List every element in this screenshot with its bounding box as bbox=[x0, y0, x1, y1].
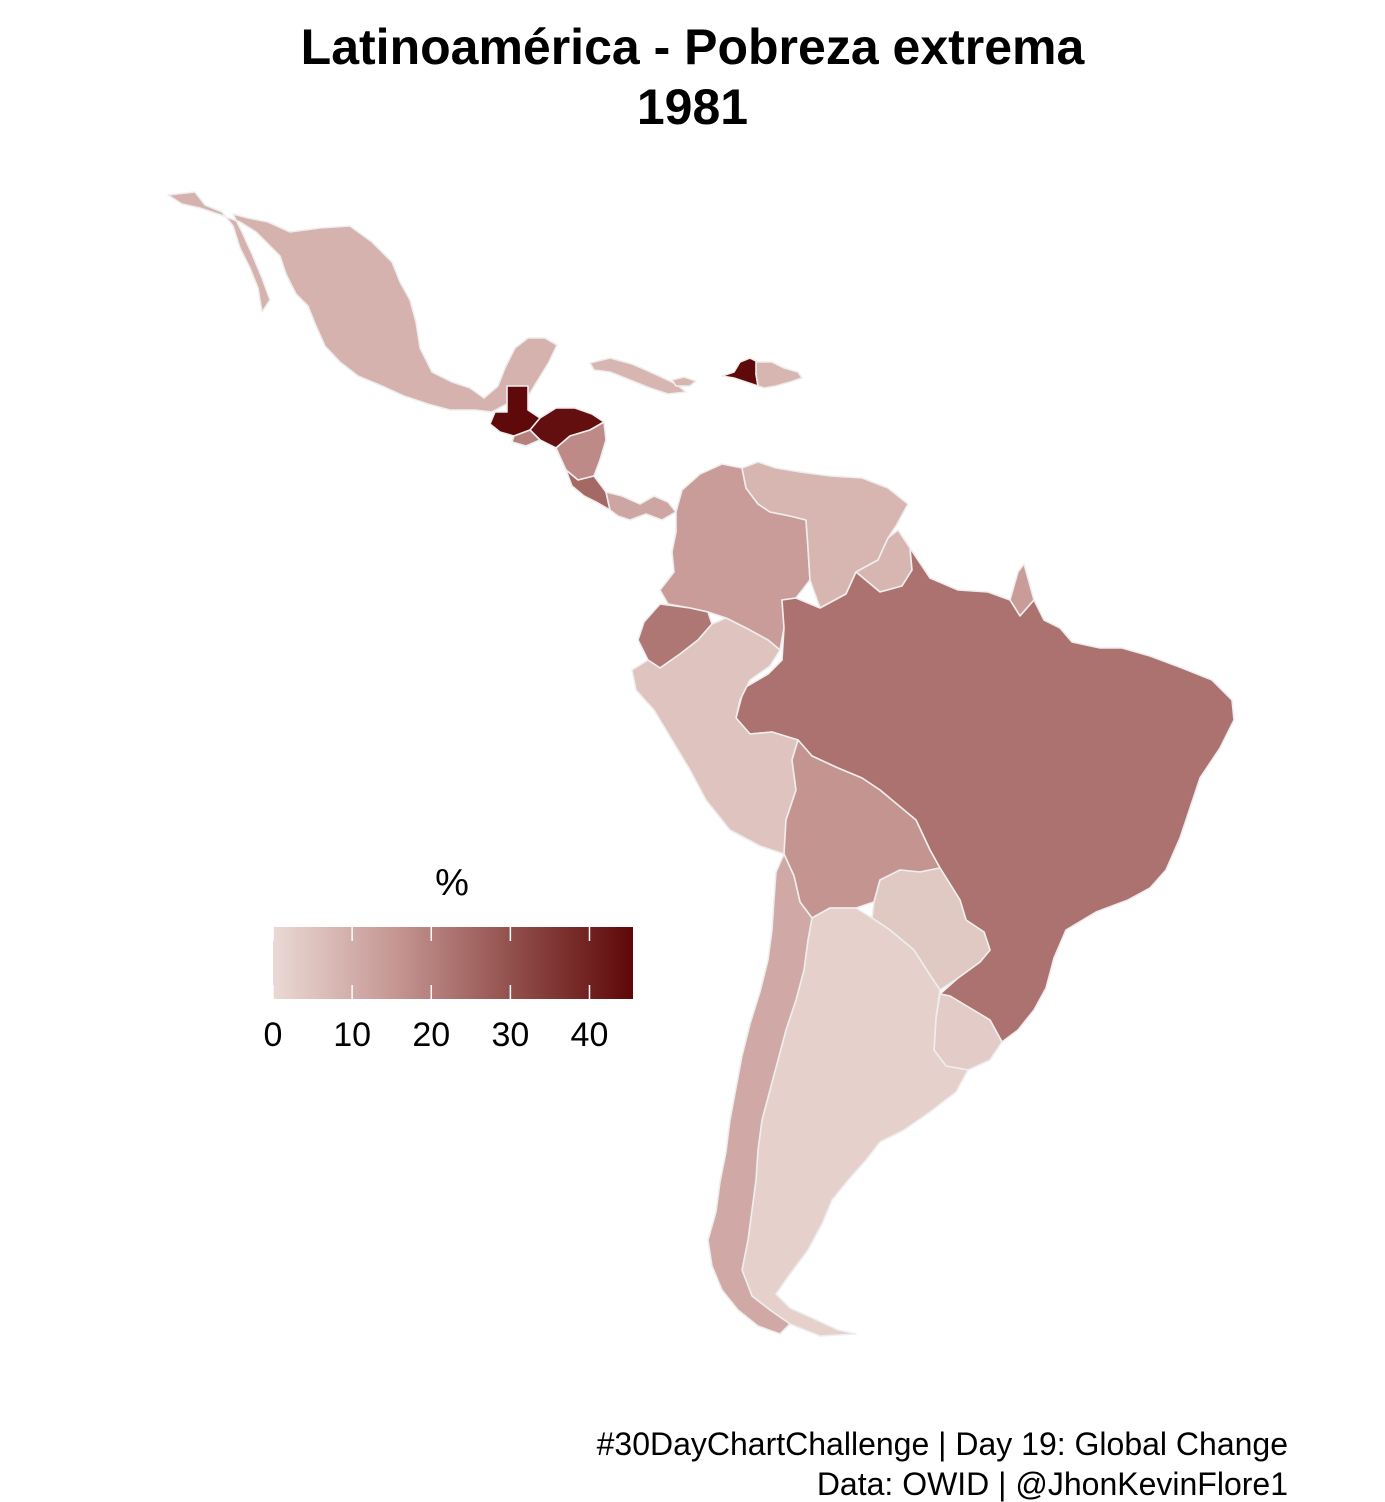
country-dominican-republic bbox=[755, 361, 803, 389]
caption-source: Data: OWID | @JhonKevinFlore1 bbox=[816, 1466, 1288, 1502]
country-jamaica bbox=[671, 376, 697, 387]
country-chile bbox=[707, 853, 813, 1335]
country-cuba bbox=[589, 357, 687, 395]
legend-tick-label: 30 bbox=[491, 1016, 530, 1054]
country-panama bbox=[605, 491, 677, 521]
country-mexico bbox=[167, 191, 558, 413]
country-el-salvador bbox=[511, 429, 541, 447]
map-subtitle-year: 1981 bbox=[636, 79, 749, 135]
country-haiti bbox=[721, 357, 759, 387]
legend-title: % bbox=[435, 862, 469, 904]
legend-gradient bbox=[273, 927, 633, 999]
legend-tick-label: 0 bbox=[263, 1016, 283, 1054]
legend-tick-label: 40 bbox=[570, 1016, 609, 1054]
map-title: Latinoamérica - Pobreza extrema bbox=[300, 19, 1085, 75]
legend-tick-label: 20 bbox=[412, 1016, 451, 1054]
caption-challenge: #30DayChartChallenge | Day 19: Global Ch… bbox=[596, 1426, 1288, 1462]
legend-color-bar bbox=[273, 927, 633, 999]
legend-tick-label: 10 bbox=[333, 1016, 372, 1054]
